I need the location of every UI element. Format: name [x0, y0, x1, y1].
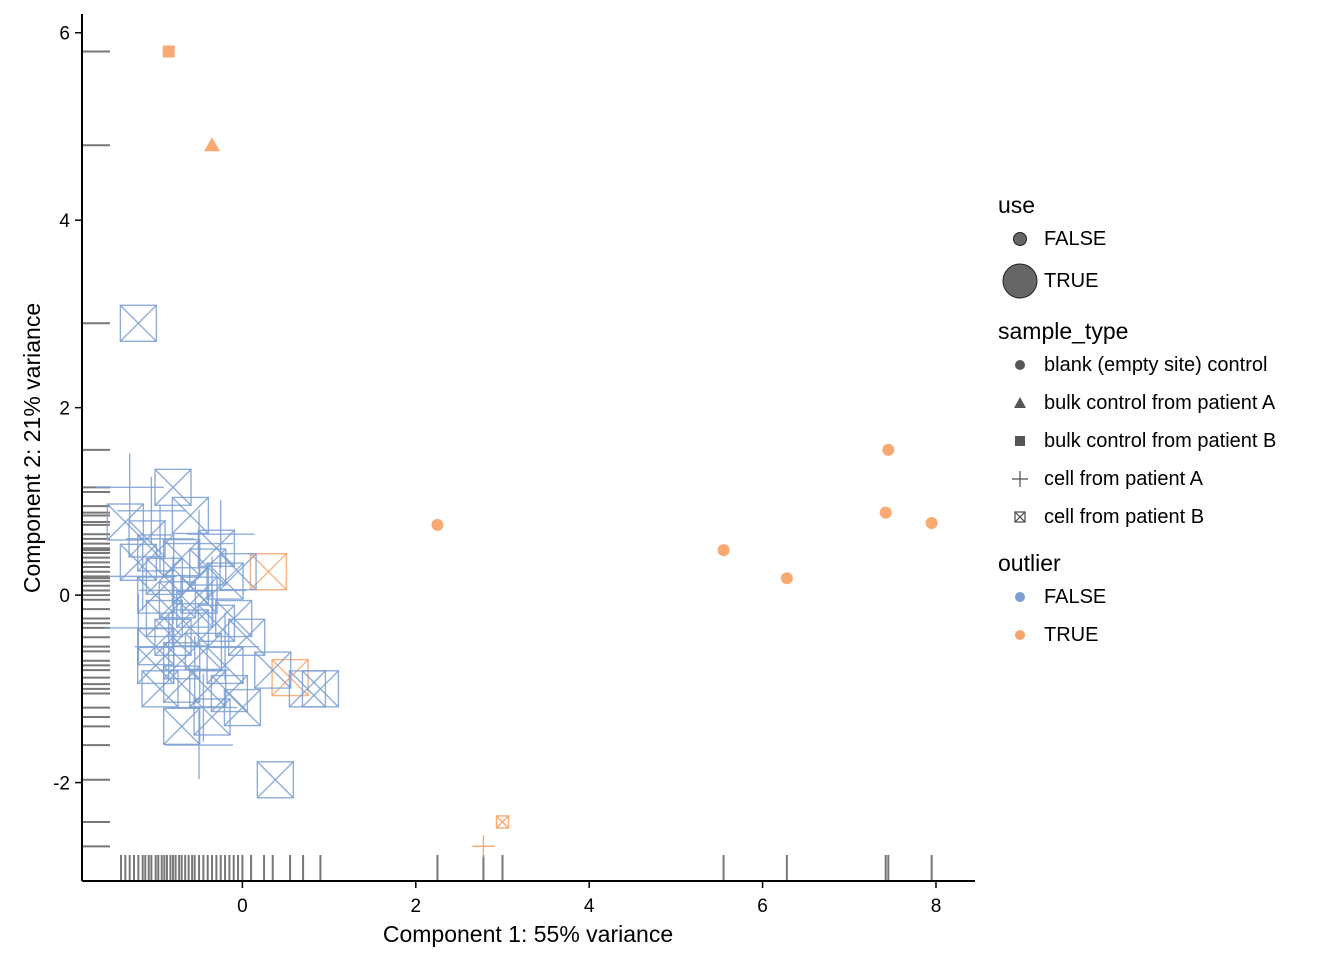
data-point-cell-b [171, 496, 210, 535]
large-circle-icon [998, 262, 1042, 300]
x-axis-title: Component 1: 55% variance [383, 921, 673, 947]
x-tick-label: 6 [757, 896, 768, 917]
legend-use: use FALSE TRUE [998, 190, 1338, 304]
square-icon [998, 422, 1042, 460]
data-point-cell-a [165, 509, 234, 578]
data-point-cell-b [215, 599, 253, 638]
data-point-cell-b [254, 651, 292, 689]
data-point-cell-b [228, 618, 266, 657]
data-point-blank-control [925, 516, 938, 529]
data-point-cell-a [160, 636, 229, 705]
legend-sample-type-cell-b-label: cell from patient B [1044, 505, 1205, 528]
boxed-x-icon [998, 498, 1042, 536]
data-point-cell-a [472, 835, 495, 858]
legend-outlier: outlier FALSE TRUE [998, 548, 1338, 654]
legend-use-true: TRUE [998, 258, 1338, 304]
data-point-cell-a [126, 504, 195, 573]
legend-sample-type-bulk-b-label: bulk control from patient B [1044, 429, 1277, 452]
legend: use FALSE TRUE sample_type blank (empty … [998, 190, 1338, 666]
y-axis-title: Component 2: 21% variance [19, 303, 45, 593]
legend-sample-type: sample_type blank (empty site) control b… [998, 316, 1338, 536]
data-point-cell-b [219, 552, 257, 591]
y-tick-label: 0 [59, 586, 70, 607]
circle-icon [998, 346, 1042, 384]
points-layer [95, 45, 938, 858]
plus-icon [998, 460, 1042, 498]
y-tick-label: 6 [59, 24, 70, 45]
data-point-bulk-a [204, 137, 221, 152]
data-point-cell-a [169, 673, 238, 742]
x-tick-label: 8 [931, 896, 942, 917]
data-point-cell-a [95, 453, 164, 522]
data-point-cell-a [165, 711, 234, 780]
data-point-cell-b [106, 503, 145, 541]
data-point-blank-control [882, 443, 895, 456]
legend-sample-type-cell-a-label: cell from patient A [1044, 467, 1203, 490]
data-point-cell-a [191, 612, 260, 681]
data-point-cell-b [141, 670, 179, 708]
data-point-cell-a [108, 542, 177, 611]
data-point-cell-b [256, 761, 295, 799]
legend-use-true-label: TRUE [1044, 269, 1099, 292]
legend-sample-type-cell-b: cell from patient B [998, 498, 1338, 536]
y-tick-label: 4 [59, 211, 70, 232]
legend-outlier-true: TRUE [998, 616, 1338, 654]
data-point-cell-b [301, 670, 340, 708]
legend-sample-type-bulk-a-label: bulk control from patient A [1044, 391, 1276, 414]
data-point-cell-b [495, 815, 510, 829]
legend-use-false: FALSE [998, 220, 1338, 258]
axes-layer [81, 14, 975, 882]
legend-use-title: use [998, 192, 1036, 218]
ticks-layer: 0 2 4 6 8 -2 0 2 4 6 [53, 24, 941, 917]
legend-sample-type-bulk-a: bulk control from patient A [998, 384, 1338, 422]
data-point-cell-b [136, 646, 175, 685]
data-point-cell-a [178, 556, 247, 625]
legend-outlier-false: FALSE [998, 578, 1338, 616]
orange-circle-icon [998, 616, 1042, 654]
legend-outlier-false-label: FALSE [1044, 585, 1107, 608]
x-tick-label: 4 [584, 896, 595, 917]
data-point-cell-a [186, 500, 255, 569]
triangle-icon [998, 384, 1042, 422]
rug-layer [83, 50, 933, 880]
y-tick-label: 2 [59, 399, 70, 420]
data-point-cell-b [184, 632, 223, 671]
data-point-cell-b [136, 534, 175, 572]
x-tick-label: 0 [237, 896, 248, 917]
legend-outlier-title: outlier [998, 550, 1061, 576]
data-point-cell-b [171, 609, 210, 647]
data-point-bulk-b [162, 45, 175, 58]
data-point-cell-b [197, 529, 236, 567]
y-tick-label: -2 [53, 774, 70, 795]
legend-sample-type-blank: blank (empty site) control [998, 346, 1338, 384]
small-circle-icon [998, 220, 1042, 258]
data-point-cell-b [163, 665, 201, 703]
legend-outlier-true-label: TRUE [1044, 623, 1099, 646]
blue-circle-icon [998, 578, 1042, 616]
data-point-cell-a [117, 476, 186, 545]
data-point-cell-b [119, 304, 158, 343]
legend-sample-type-title: sample_type [998, 318, 1129, 344]
legend-sample-type-cell-a: cell from patient A [998, 460, 1338, 498]
legend-use-false-label: FALSE [1044, 227, 1107, 250]
data-point-blank-control [717, 544, 730, 557]
x-tick-label: 2 [411, 896, 422, 917]
legend-sample-type-blank-label: blank (empty site) control [1044, 353, 1268, 376]
data-point-cell-a [104, 593, 173, 662]
data-point-blank-control [431, 518, 444, 531]
pca-scatter-plot: 0 2 4 6 8 -2 0 2 4 6 Component 1: 55% variance Co… [19, 14, 975, 947]
legend-sample-type-bulk-b: bulk control from patient B [998, 422, 1338, 460]
data-point-blank-control [780, 572, 793, 585]
data-point-blank-control [879, 506, 892, 519]
